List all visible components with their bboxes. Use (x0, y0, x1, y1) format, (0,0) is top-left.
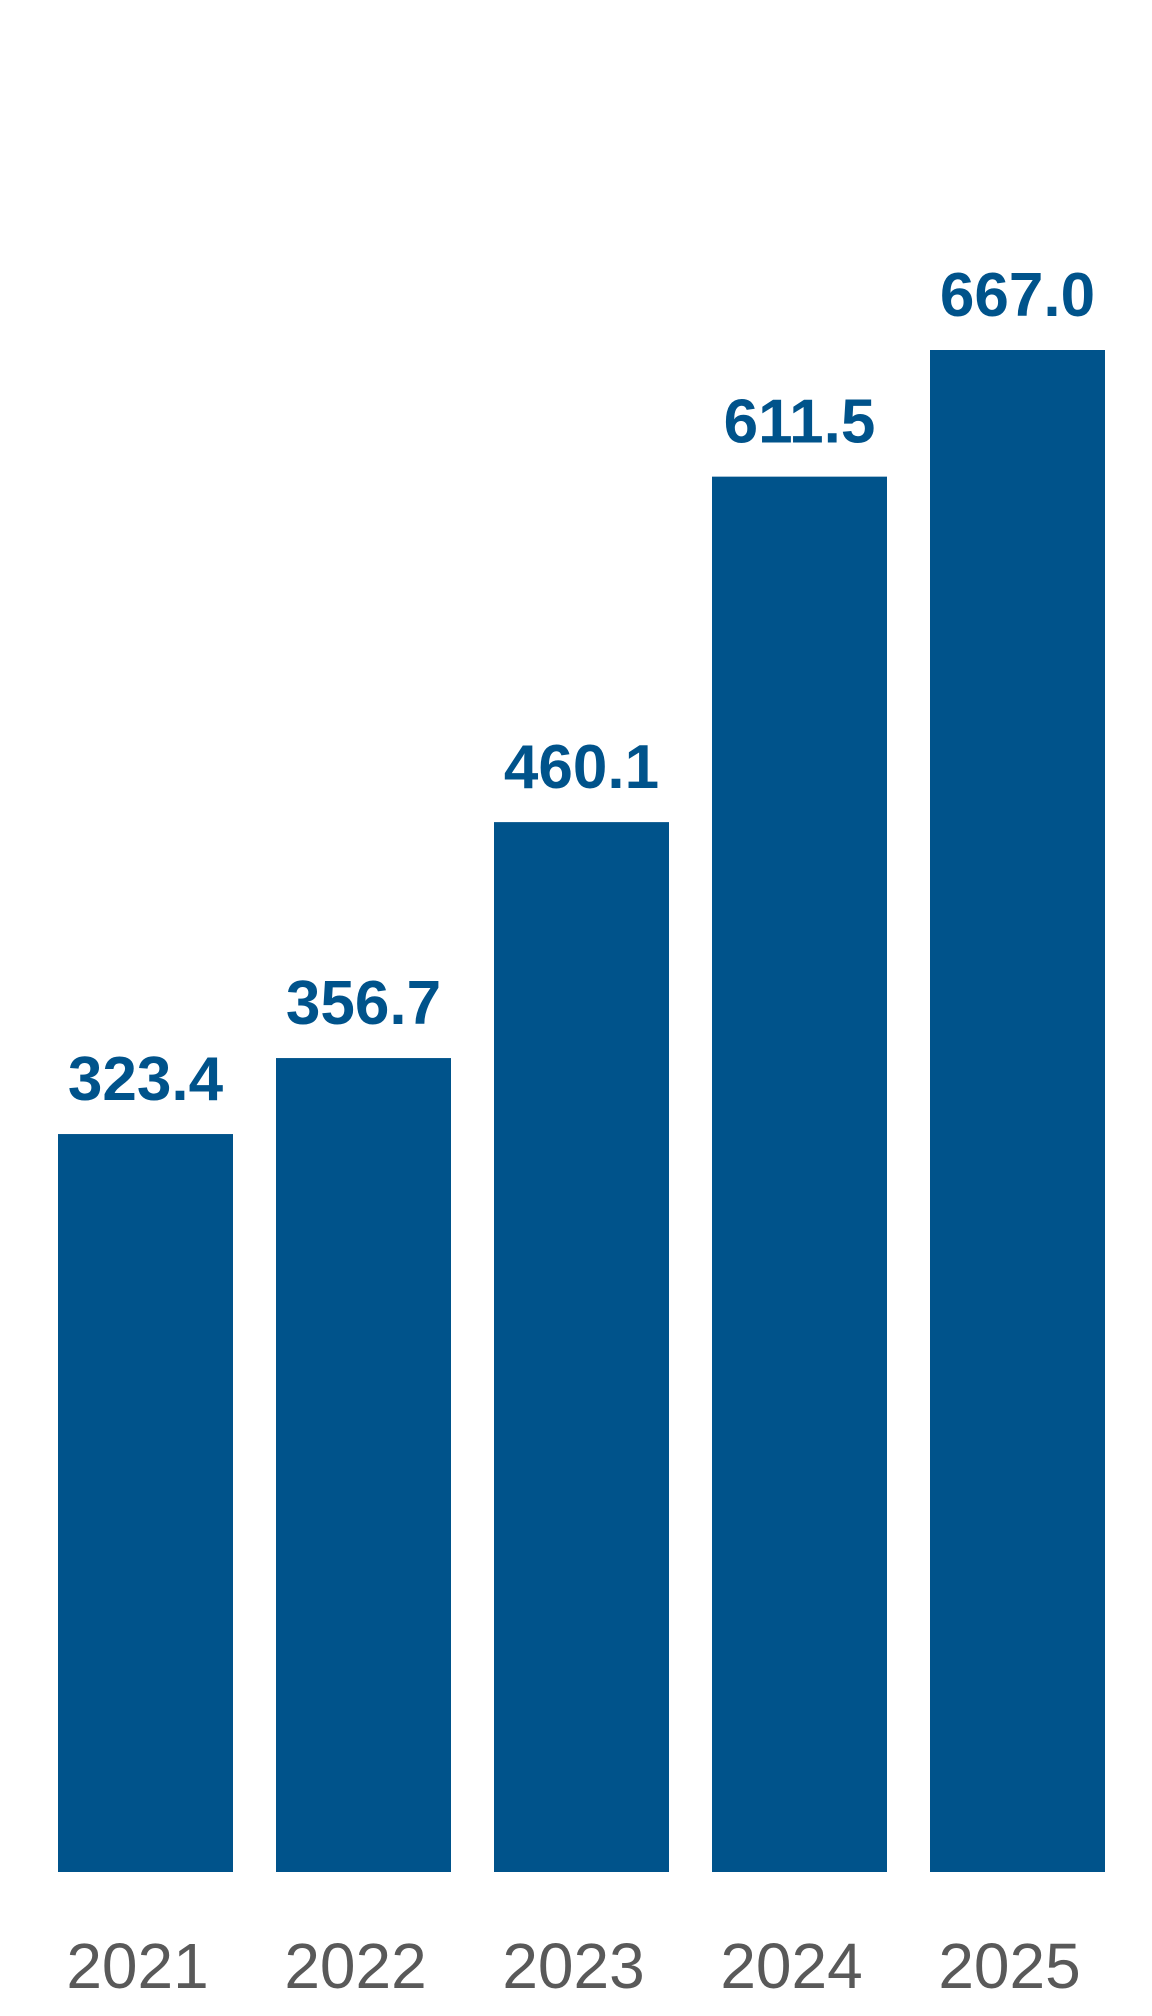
value-label-2021: 323.4 (68, 1045, 224, 1114)
x-tick-label-2024: 2024 (720, 1930, 862, 2002)
bars-layer (58, 350, 1105, 1872)
value-label-2023: 460.1 (504, 733, 659, 802)
value-label-2024: 611.5 (724, 388, 876, 457)
x-tick-label-2025: 2025 (938, 1930, 1080, 2002)
value-label-2025: 667.0 (940, 261, 1095, 330)
x-axis-tick-labels: 2021 2022 2023 2024 2025 (66, 1930, 1080, 2002)
x-tick-label-2021: 2021 (66, 1930, 208, 2002)
x-tick-label-2022: 2022 (284, 1930, 426, 2002)
bar-2025 (930, 350, 1105, 1872)
bar-2023 (494, 822, 669, 1872)
value-label-2022: 356.7 (286, 969, 441, 1038)
value-labels-layer: 323.4 356.7 460.1 611.5 667.0 (68, 261, 1095, 1114)
bar-2024 (712, 476, 887, 1872)
x-tick-label-2023: 2023 (502, 1930, 644, 2002)
bar-2021 (58, 1134, 233, 1872)
bar-2022 (276, 1058, 451, 1872)
